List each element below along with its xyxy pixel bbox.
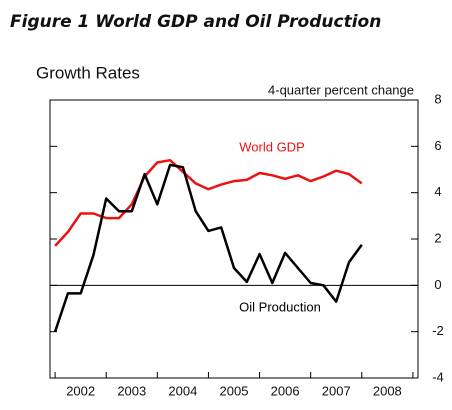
y-tick-label: 4	[434, 184, 441, 199]
x-tick-label: 2007	[322, 383, 351, 398]
chart-title: Figure 1 World GDP and Oil Production	[10, 12, 381, 32]
x-tick-label: 2003	[117, 383, 146, 398]
y-tick-label: 2	[434, 230, 441, 245]
series-label: World GDP	[239, 139, 305, 154]
y-tick-label: -4	[432, 369, 444, 384]
y-tick-label: -2	[432, 323, 444, 338]
x-tick-label: 2006	[271, 383, 300, 398]
y-tick-label: 0	[434, 277, 441, 292]
series-line	[53, 163, 363, 333]
x-tick-label: 2008	[373, 383, 402, 398]
x-tick-label: 2002	[66, 383, 95, 398]
y-tick-label: 6	[434, 138, 441, 153]
y-tick-label: 8	[434, 91, 441, 106]
chart-subtitle: Growth Rates	[36, 63, 140, 82]
y-axis-label: 4-quarter percent change	[268, 82, 414, 97]
series-line	[54, 158, 363, 247]
x-tick-label: 2005	[220, 383, 249, 398]
plot-frame	[49, 99, 419, 379]
x-tick-label: 2004	[168, 383, 197, 398]
series-label: Oil Production	[239, 299, 321, 314]
